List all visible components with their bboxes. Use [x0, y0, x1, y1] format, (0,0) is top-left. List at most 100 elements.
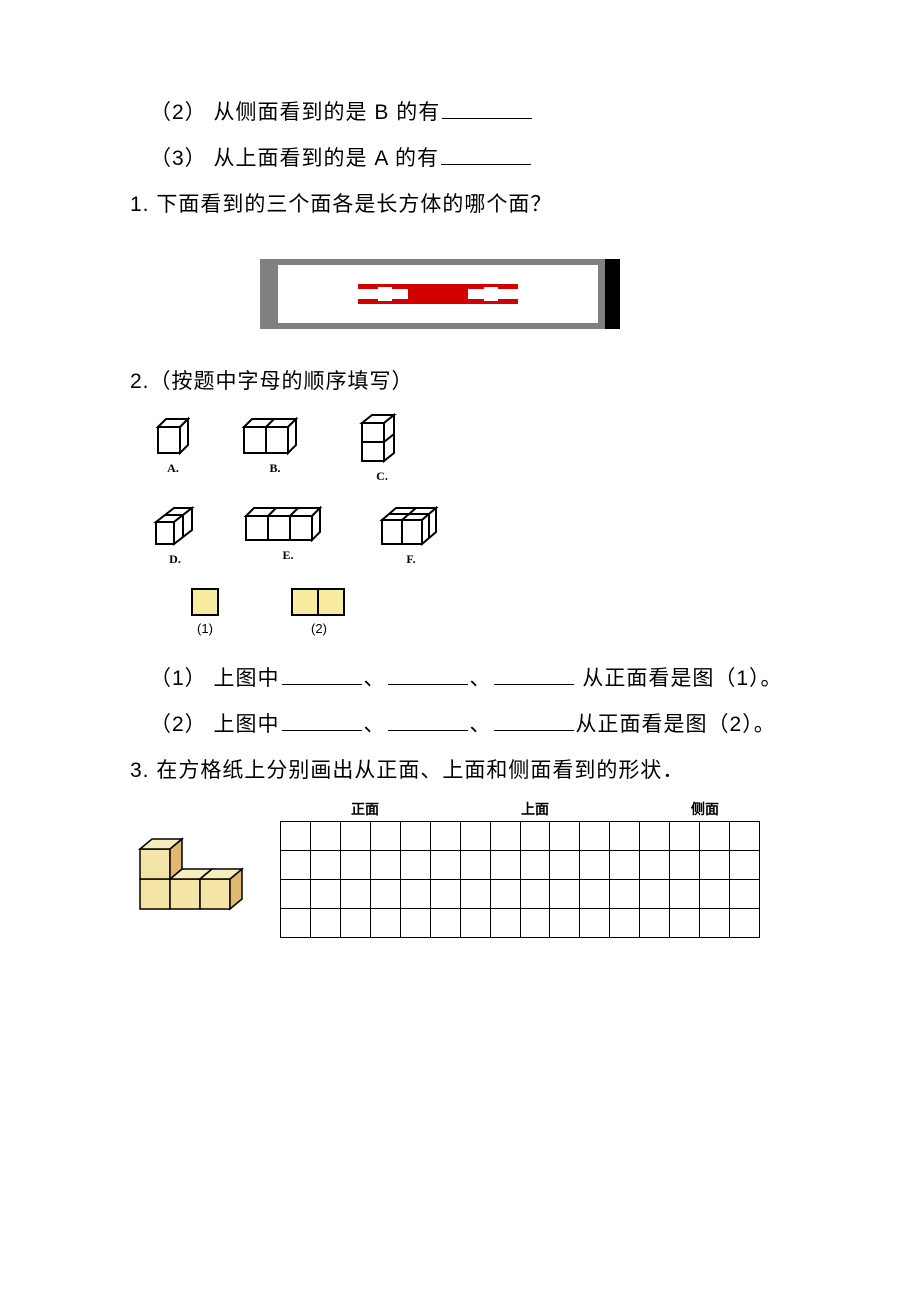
blank — [282, 707, 362, 731]
grid-cell — [370, 851, 400, 880]
grid-cell — [670, 851, 700, 880]
grid-cell — [430, 909, 460, 938]
grid-cell — [281, 851, 311, 880]
sep: 、 — [470, 667, 492, 690]
fig-label: B. — [236, 461, 314, 476]
q2-sub1: （1） 上图中、、 从正面看是图（1）。 — [130, 656, 790, 702]
blank — [388, 707, 468, 731]
grid-cell — [580, 822, 610, 851]
grid-cell — [550, 909, 580, 938]
grid-cell — [460, 822, 490, 851]
grid-cell — [610, 909, 640, 938]
text: （1） 上图中 — [150, 667, 280, 690]
grid-headers: 正面 上面 侧面 — [280, 799, 790, 819]
q2-sub2: （2） 上图中、、从正面看是图（2）。 — [130, 702, 790, 748]
grid-cell — [640, 851, 670, 880]
grid-cell — [730, 851, 760, 880]
cube-icon — [150, 504, 200, 550]
sep: 、 — [470, 713, 492, 736]
grid-cell — [490, 851, 520, 880]
q1-white-bg — [278, 265, 598, 323]
grid-cell — [281, 909, 311, 938]
grid-cell — [550, 880, 580, 909]
grid-cell — [520, 851, 550, 880]
grid-cell — [670, 909, 700, 938]
grid-cell — [340, 822, 370, 851]
cube-icon — [150, 413, 196, 459]
grid-cell — [370, 822, 400, 851]
blank — [494, 707, 574, 731]
q1-title: 1. 下面看到的三个面各是长方体的哪个面？ — [130, 182, 790, 228]
q1-figure — [260, 259, 790, 329]
q2-title: 2.（按题中字母的顺序填写） — [130, 359, 790, 405]
yellow-row: (1) (2) — [190, 587, 790, 636]
grid-cell — [310, 851, 340, 880]
fig-row-1: A. B. — [150, 413, 790, 484]
fig-E: E. — [240, 504, 336, 567]
text: 3. 在方格纸上分别画出从正面、上面和侧面看到的形状． — [130, 759, 684, 782]
blank — [388, 661, 468, 685]
cubes-icon — [236, 413, 314, 459]
grid-cell — [400, 822, 430, 851]
yellow-1: (1) — [190, 587, 220, 636]
q3-grid-block: 正面 上面 侧面 — [280, 799, 790, 938]
sep: 、 — [364, 667, 386, 690]
blank — [441, 141, 531, 165]
grid-cell — [580, 851, 610, 880]
grid-cell — [640, 880, 670, 909]
notch — [484, 287, 498, 301]
grid-cell — [610, 880, 640, 909]
text: 1. 下面看到的三个面各是长方体的哪个面？ — [130, 193, 552, 216]
yellow-2: (2) — [290, 587, 348, 636]
blank — [494, 661, 574, 685]
grid-cell — [310, 909, 340, 938]
page: （2） 从侧面看到的是 B 的有 （3） 从上面看到的是 A 的有 1. 下面看… — [0, 0, 920, 998]
sep: 、 — [364, 713, 386, 736]
cubes-icon — [240, 504, 336, 546]
grid-cell — [700, 822, 730, 851]
header-front: 正面 — [280, 799, 450, 819]
grid-cell — [550, 851, 580, 880]
fig-label: E. — [240, 548, 336, 563]
grid-cell — [640, 909, 670, 938]
grid-cell — [670, 880, 700, 909]
fig-label: D. — [150, 552, 200, 567]
grid-cell — [460, 851, 490, 880]
grid-cell — [490, 909, 520, 938]
q3-title: 3. 在方格纸上分别画出从正面、上面和侧面看到的形状． — [130, 748, 790, 794]
grid-cell — [520, 909, 550, 938]
grid-cell — [310, 880, 340, 909]
grid-cell — [520, 880, 550, 909]
fig-row-2: D. E. — [150, 504, 790, 567]
grid-cell — [310, 822, 340, 851]
grid-cell — [610, 851, 640, 880]
grid-cell — [400, 851, 430, 880]
q1-red-shape — [348, 279, 528, 309]
grid-cell — [340, 909, 370, 938]
fig-label: (1) — [190, 621, 220, 636]
cubes-icon — [354, 413, 410, 467]
grid-cell — [490, 822, 520, 851]
q3-content: 正面 上面 侧面 — [130, 799, 790, 938]
grid-cell — [370, 909, 400, 938]
grid-cell — [520, 822, 550, 851]
grid-cell — [460, 909, 490, 938]
squares-icon — [290, 587, 348, 617]
solid-icon — [130, 829, 260, 929]
grid-cell — [730, 880, 760, 909]
grid-cell — [281, 822, 311, 851]
grid-cell — [340, 851, 370, 880]
grid-cell — [400, 880, 430, 909]
grid-cell — [430, 880, 460, 909]
q2-figures: A. B. — [130, 413, 790, 636]
grid-cell — [490, 880, 520, 909]
grid-cell — [550, 822, 580, 851]
fig-label: A. — [150, 461, 196, 476]
fig-label: C. — [354, 469, 410, 484]
header-top: 上面 — [450, 799, 620, 819]
top-line-3: （3） 从上面看到的是 A 的有 — [130, 136, 790, 182]
grid-cell — [730, 909, 760, 938]
q1-black-edge — [605, 259, 620, 329]
cubes-icon — [376, 504, 446, 550]
grid-cell — [370, 880, 400, 909]
